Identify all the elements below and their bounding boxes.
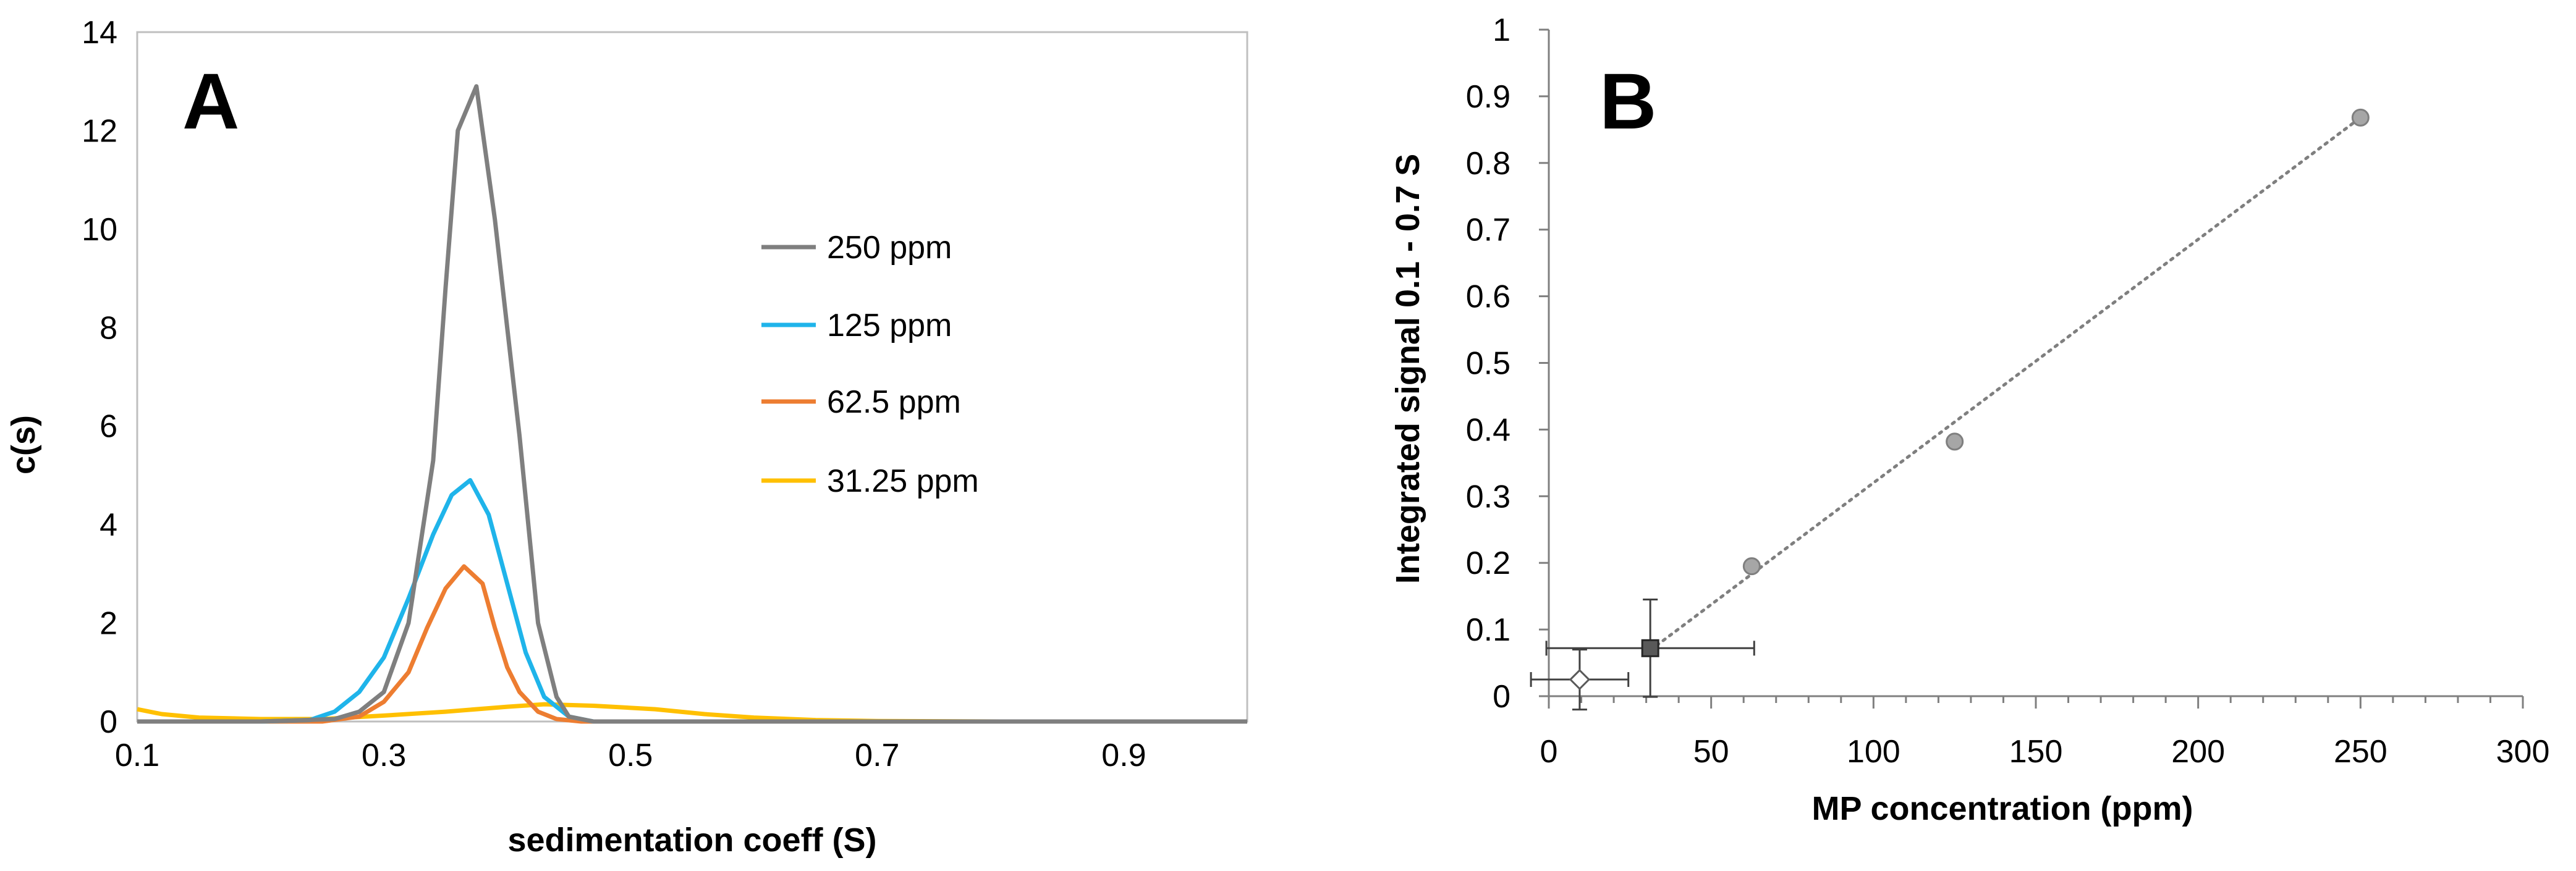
panel-b-x-tick-label: 300 <box>2496 734 2550 770</box>
panel-a-y-tick-label: 10 <box>82 212 117 248</box>
panel-a-y-tick-label: 6 <box>100 409 117 445</box>
panel-b-data-point <box>1946 432 1964 451</box>
panel-a-legend-label: 62.5 ppm <box>827 384 961 420</box>
panel-b-x-tick-label: 200 <box>2171 734 2225 770</box>
panel-b-y-tick-label: 0.6 <box>1466 279 1510 315</box>
panel-a-x-tick-label: 0.5 <box>608 738 653 773</box>
panel-b-y-tick-label: 0 <box>1493 679 1510 715</box>
panel-b-x-tick-label: 100 <box>1847 734 1900 770</box>
panel-a-series-line <box>137 84 1247 724</box>
panel-b-y-tick-label: 0.8 <box>1466 146 1510 182</box>
panel-b-x-axis-title: MP concentration (ppm) <box>1811 790 2193 827</box>
panel-a-legend-label: 31.25 ppm <box>827 463 979 499</box>
panel-a-plot-area <box>136 31 1248 723</box>
panel-b-y-tick-label: 1 <box>1493 12 1510 48</box>
panel-b-data-point <box>1742 557 1761 576</box>
panel-b-data-point <box>1569 668 1591 691</box>
panel-a-x-tick-label: 0.1 <box>115 738 159 773</box>
panel-a-x-tick-label: 0.3 <box>362 738 406 773</box>
panel-b-y-tick-label: 0.1 <box>1466 612 1510 648</box>
panel-b-data-point <box>2351 108 2370 127</box>
panel-b-chart: B 0 0.1 0.2 0.3 0.4 0.5 0.6 0.7 0.8 0.9 1 0 50 100 150… <box>1389 12 2549 827</box>
panel-b-x-tick-label: 250 <box>2334 734 2387 770</box>
panel-b-data-point <box>1641 639 1659 657</box>
panel-b-letter: B <box>1599 57 1656 146</box>
panel-a-legend-label: 250 ppm <box>827 230 952 266</box>
panel-b-y-tick-label: 0.5 <box>1466 346 1510 382</box>
panel-b-y-tick-label: 0.7 <box>1466 212 1510 248</box>
panel-b-y-tick-label: 0.3 <box>1466 479 1510 515</box>
panel-a-legend-label: 125 ppm <box>827 308 952 343</box>
panel-a-y-tick-label: 12 <box>82 113 117 149</box>
panel-b-x-tick-label: 150 <box>2009 734 2063 770</box>
panel-a-series-line <box>137 564 1247 724</box>
panel-a-y-tick-label: 0 <box>100 704 117 740</box>
panel-a-y-axis-title: c(s) <box>5 415 42 474</box>
panel-a-x-axis-title: sedimentation coeff (S) <box>507 822 876 859</box>
panel-b-y-tick-label: 0.9 <box>1466 79 1510 115</box>
panel-b-y-tick-label: 0.2 <box>1466 545 1510 581</box>
panel-a-chart: A 0 2 4 6 8 10 12 14 0.1 0.3 0.5 0.7 0.9 250 ppm 125… <box>5 15 1248 859</box>
panel-a-y-tick-label: 2 <box>100 606 117 642</box>
panel-a-x-tick-label: 0.9 <box>1101 738 1146 773</box>
panel-b-x-tick-label: 0 <box>1540 734 1558 770</box>
panel-b-x-tick-label: 50 <box>1693 734 1729 770</box>
panel-b-y-axis-title: Integrated signal 0.1 - 0.7 S <box>1389 154 1426 584</box>
panel-a-y-tick-label: 8 <box>100 310 117 346</box>
panel-a-y-tick-label: 4 <box>100 507 117 543</box>
panel-a-y-tick-label: 14 <box>82 15 117 51</box>
panel-a-letter: A <box>182 57 239 146</box>
panel-b-trendline <box>1648 116 2362 652</box>
panel-b-y-tick-label: 0.4 <box>1466 412 1510 448</box>
panel-a-x-tick-label: 0.7 <box>855 738 899 773</box>
